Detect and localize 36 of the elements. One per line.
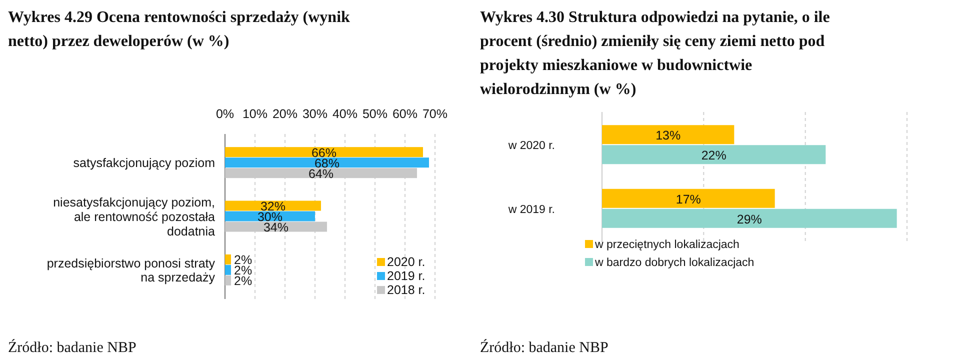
legend-label: 2020 r.	[387, 255, 426, 269]
x-tick-label: 50%	[362, 107, 388, 121]
bar	[602, 208, 897, 228]
y-tick-label: przedsiębiorstwo ponosi straty na sprzedaży	[46, 256, 216, 285]
x-tick-label: 20%	[272, 107, 298, 121]
data-label: 29%	[736, 212, 762, 226]
bar	[225, 275, 231, 286]
y-tick-label: w 2019 r.	[507, 204, 555, 216]
text: Źródło: badanie NBP	[8, 339, 136, 356]
x-tick-label: 60%	[392, 107, 418, 121]
data-label: 17%	[676, 192, 701, 206]
bar	[225, 254, 231, 264]
x-tick-label: 0%	[216, 107, 234, 121]
x-tick-label: 70%	[422, 107, 448, 121]
data-label: 22%	[701, 148, 726, 163]
chart-title: Wykres 4.29 Ocena rentowności sprzedaży (wynik netto) przez deweloperów (w %)	[8, 9, 350, 50]
legend-label: w bardzo dobrych lokalizacjach	[594, 257, 754, 269]
bar	[225, 158, 429, 168]
chart-title: Wykres 4.30 Struktura odpowiedzi na pytanie, o ile procent (średnio) zmieniły się ceny ziemi netto pod projekty mieszkaniowe w budownictwie wielorodzinnym (w %)	[480, 9, 830, 98]
x-tick-label: 30%	[302, 107, 328, 121]
data-label: 2%	[234, 274, 252, 288]
legend-label: 2019 r.	[387, 269, 426, 283]
text: Źródło: badanie NBP	[480, 339, 608, 356]
y-tick-label: satysfakcjonujący poziom	[73, 156, 215, 170]
bar	[602, 188, 775, 208]
bar	[602, 125, 734, 144]
legend-label: 2018 r.	[387, 283, 426, 297]
bar	[225, 264, 231, 275]
legend-label: w przeciętnych lokalizacjach	[594, 239, 740, 251]
x-tick-label: 40%	[332, 107, 358, 121]
y-tick-label: niesatysfakcjonujący poziom, ale rentowność pozostała dodatnia	[53, 196, 216, 238]
bar	[225, 147, 423, 158]
bar	[602, 145, 826, 164]
data-label: 13%	[656, 128, 681, 143]
y-tick-label: w 2020 r.	[507, 140, 555, 152]
x-tick-label: 10%	[242, 107, 268, 121]
